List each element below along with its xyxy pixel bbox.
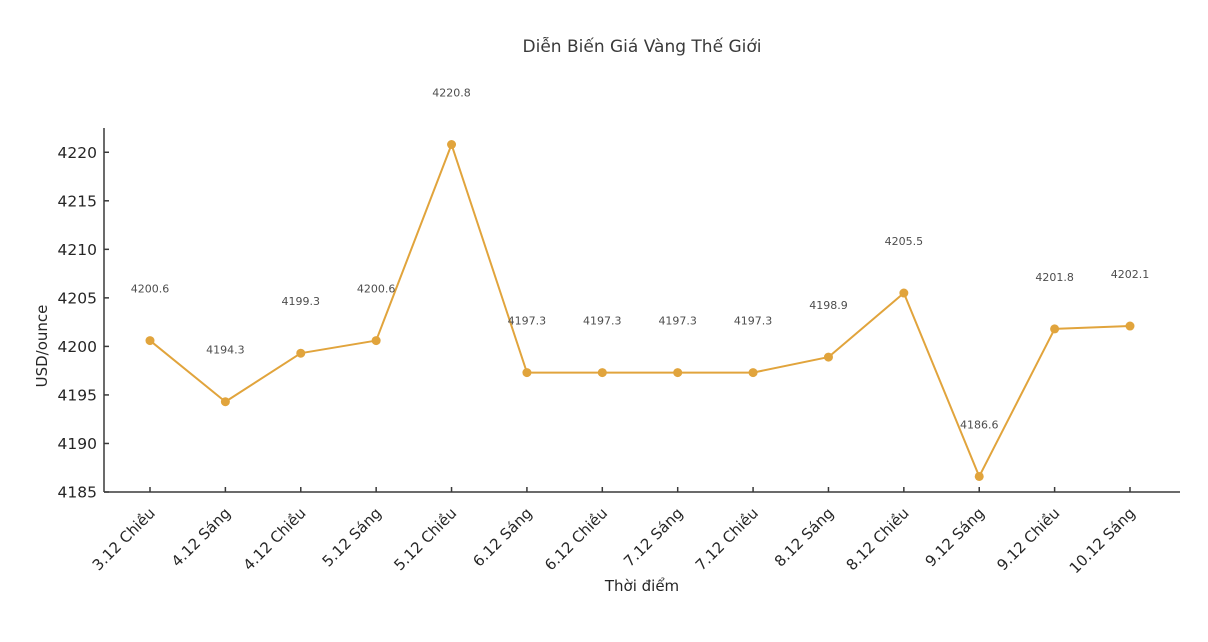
y-tick-label: 4205 — [58, 289, 97, 307]
x-tick-label: 10.12 Sáng — [1066, 504, 1139, 577]
point-label: 4200.6 — [131, 283, 170, 296]
y-tick-label: 4190 — [58, 435, 97, 453]
data-point — [974, 471, 984, 481]
x-tick-label: 9.12 Sáng — [922, 504, 988, 570]
y-tick-label: 4195 — [58, 386, 97, 404]
y-tick-label: 4210 — [58, 241, 97, 259]
x-tick-label: 3.12 Chiều — [89, 504, 159, 574]
point-label: 4202.1 — [1111, 268, 1150, 281]
x-tick-label: 4.12 Sáng — [168, 504, 234, 570]
point-label: 4194.3 — [206, 344, 245, 357]
data-point — [220, 397, 230, 407]
data-point — [371, 336, 381, 346]
x-tick-label: 9.12 Chiều — [993, 504, 1063, 574]
point-label: 4197.3 — [658, 315, 697, 328]
x-tick-label: 8.12 Chiều — [843, 504, 913, 574]
data-point — [296, 348, 306, 358]
x-tick-label: 7.12 Sáng — [620, 504, 686, 570]
y-tick-label: 4185 — [58, 484, 97, 502]
x-tick-label: 8.12 Sáng — [771, 504, 837, 570]
data-point — [1050, 324, 1060, 334]
point-label: 4197.3 — [734, 315, 773, 328]
x-tick-label: 6.12 Chiều — [541, 504, 611, 574]
y-tick-label: 4200 — [58, 338, 97, 356]
data-point — [597, 368, 607, 378]
point-label: 4186.6 — [960, 418, 999, 431]
x-axis-title: Thời điểm — [604, 577, 680, 595]
point-label: 4197.3 — [508, 315, 547, 328]
x-tick-label: 5.12 Sáng — [319, 504, 385, 570]
data-point — [899, 288, 909, 298]
x-tick-label: 4.12 Chiều — [240, 504, 310, 574]
chart-title: Diễn Biến Giá Vàng Thế Giới — [522, 37, 762, 57]
point-label: 4200.6 — [357, 283, 396, 296]
data-point — [1125, 321, 1135, 331]
data-point — [673, 368, 683, 378]
point-label: 4201.8 — [1035, 271, 1074, 284]
data-point — [522, 368, 532, 378]
data-point — [823, 352, 833, 362]
y-tick-label: 4215 — [58, 192, 97, 210]
point-label: 4197.3 — [583, 315, 622, 328]
point-label: 4220.8 — [432, 87, 471, 100]
x-tick-label: 5.12 Chiều — [390, 504, 460, 574]
point-label: 4205.5 — [885, 235, 924, 248]
data-point — [447, 140, 457, 150]
x-tick-label: 7.12 Chiều — [692, 504, 762, 574]
point-label: 4198.9 — [809, 299, 848, 312]
data-point — [145, 336, 155, 346]
gold-price-line — [149, 143, 1131, 478]
y-tick-label: 4220 — [58, 144, 97, 162]
x-tick-label: 6.12 Sáng — [469, 504, 535, 570]
point-label: 4199.3 — [282, 295, 321, 308]
data-point — [748, 368, 758, 378]
